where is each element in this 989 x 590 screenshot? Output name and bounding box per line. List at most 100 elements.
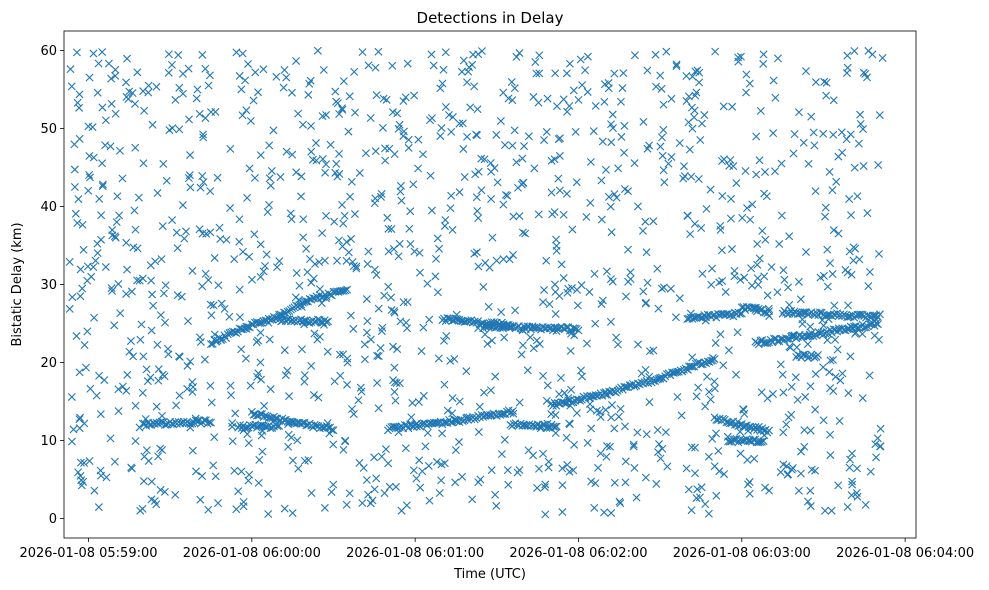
detection-point xyxy=(67,437,76,446)
detection-point xyxy=(299,215,308,224)
detection-point xyxy=(159,289,168,298)
detection-point xyxy=(831,372,840,381)
detection-point xyxy=(406,207,415,216)
detection-point xyxy=(686,309,695,318)
detection-point xyxy=(401,444,410,453)
detection-point xyxy=(193,85,202,94)
detection-point xyxy=(871,440,880,449)
detection-point xyxy=(217,299,226,308)
detection-point xyxy=(499,200,508,209)
detection-point xyxy=(645,398,654,407)
detection-point xyxy=(691,67,700,76)
detection-point xyxy=(374,352,383,361)
detection-point xyxy=(564,396,573,405)
detection-point xyxy=(195,109,204,118)
detection-point xyxy=(371,63,380,72)
detection-point xyxy=(753,260,762,269)
detection-point xyxy=(75,90,84,99)
detection-point xyxy=(492,501,501,510)
y-tick-label: 0 xyxy=(49,512,57,527)
detection-point xyxy=(160,372,169,381)
detection-point xyxy=(261,422,270,431)
detection-point xyxy=(331,168,340,177)
detection-point xyxy=(129,352,138,361)
detection-point xyxy=(540,285,549,294)
detection-point xyxy=(107,99,116,108)
detection-point xyxy=(794,486,803,495)
detection-point xyxy=(124,94,133,103)
detection-point xyxy=(526,333,535,342)
detection-point xyxy=(362,328,371,337)
detection-point xyxy=(559,95,568,104)
detection-point xyxy=(559,210,568,219)
detection-point xyxy=(215,223,224,232)
detection-point xyxy=(130,206,139,215)
detection-point xyxy=(256,272,265,281)
detection-point xyxy=(198,282,207,291)
detection-point xyxy=(736,449,745,458)
detection-point xyxy=(418,150,427,159)
detection-point xyxy=(446,356,455,365)
detection-point xyxy=(427,206,436,215)
detection-point xyxy=(323,347,332,356)
detection-point xyxy=(280,66,289,74)
detection-point xyxy=(761,167,769,176)
detection-point xyxy=(559,273,568,282)
detection-point xyxy=(708,264,717,273)
detection-point xyxy=(244,59,253,68)
detection-point xyxy=(710,355,719,364)
detection-point xyxy=(785,232,794,241)
detection-point xyxy=(770,334,779,343)
detection-point xyxy=(441,103,450,111)
detection-point xyxy=(686,362,695,371)
detection-point xyxy=(556,134,564,143)
detection-point xyxy=(455,397,464,406)
detection-point xyxy=(855,255,864,264)
detection-point xyxy=(395,379,404,388)
detection-point xyxy=(552,241,561,250)
detection-point xyxy=(333,172,342,181)
detection-point xyxy=(693,485,702,494)
detection-point xyxy=(414,164,423,173)
x-tick-label: 2026-01-08 06:03:00 xyxy=(673,546,811,561)
detection-point xyxy=(252,338,261,347)
detection-point xyxy=(711,47,720,56)
detection-point xyxy=(188,387,197,396)
detection-point xyxy=(776,360,785,369)
detection-point xyxy=(342,500,351,509)
detection-point xyxy=(470,249,479,258)
detection-point xyxy=(139,477,148,486)
detection-point xyxy=(473,206,482,215)
detection-point xyxy=(619,69,628,78)
detection-point xyxy=(409,180,418,189)
detection-point xyxy=(381,156,390,165)
detection-point xyxy=(265,141,274,150)
detection-point xyxy=(304,456,313,465)
detection-point xyxy=(836,376,845,385)
detection-point xyxy=(256,328,265,337)
y-tick-label: 60 xyxy=(40,44,57,59)
detection-point xyxy=(125,347,134,356)
detection-point xyxy=(423,279,432,288)
detection-point xyxy=(96,410,105,419)
detection-point xyxy=(339,350,348,359)
detection-point xyxy=(509,409,518,418)
detection-point xyxy=(410,91,419,100)
detection-point xyxy=(355,458,364,467)
detection-point xyxy=(519,178,528,187)
detection-point xyxy=(133,68,142,77)
detection-point xyxy=(672,60,681,69)
detection-point xyxy=(110,457,119,466)
detection-point xyxy=(730,272,739,281)
detection-point xyxy=(816,273,825,282)
detection-point xyxy=(708,434,717,443)
detection-point xyxy=(272,72,281,81)
detection-point xyxy=(66,65,75,74)
detection-point xyxy=(658,133,666,142)
detection-point xyxy=(419,323,428,332)
detection-point xyxy=(562,189,571,198)
detection-point xyxy=(318,155,327,163)
detection-point xyxy=(846,455,855,464)
detection-point xyxy=(140,106,149,115)
